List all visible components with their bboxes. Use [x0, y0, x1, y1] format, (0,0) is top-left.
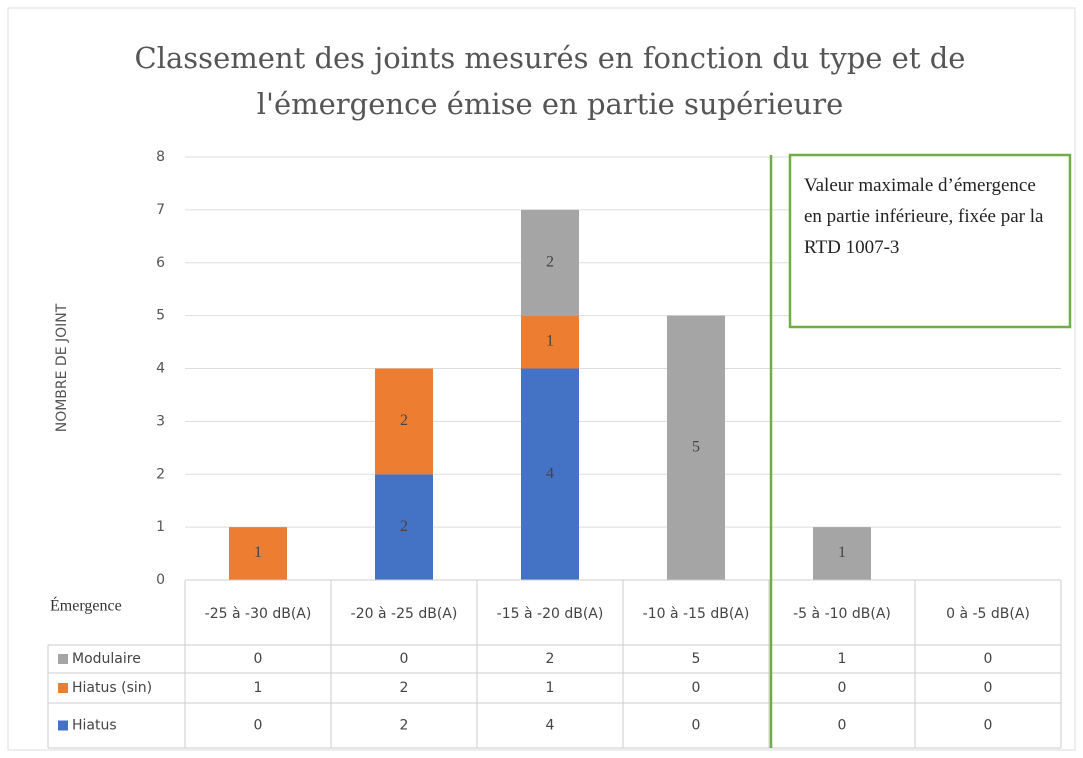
table-value: 1 — [838, 651, 847, 667]
table-value: 0 — [692, 680, 701, 696]
bar-segment — [521, 368, 579, 580]
y-tick-label: 2 — [156, 466, 165, 482]
y-tick-label: 5 — [156, 308, 165, 324]
y-tick-label: 4 — [156, 361, 165, 377]
annotation-box: Valeur maximale d’émergence en partie in… — [804, 175, 1044, 258]
x-tick-label-box: -15 à -20 dB(A) — [496, 606, 604, 622]
data-label: 2 — [546, 253, 554, 270]
bar-segment — [375, 368, 433, 475]
legend-label: Modulaire — [72, 651, 141, 667]
table-value: 0 — [838, 718, 847, 734]
table-header: Émergence — [50, 596, 122, 615]
legend-swatch — [58, 720, 68, 731]
bar-segment — [813, 527, 871, 580]
table-value: 1 — [546, 680, 555, 696]
table-value: 2 — [400, 680, 409, 696]
x-tick-label-box: -20 à -25 dB(A) — [350, 606, 458, 622]
x-tick-label-box: -25 à -30 dB(A) — [204, 606, 312, 622]
x-tick-label: -5 à -10 dB(A) — [793, 606, 891, 622]
annotation-frame — [788, 153, 1072, 329]
table-value: 0 — [838, 680, 847, 696]
legend-label: Hiatus (sin) — [72, 680, 152, 696]
bar-segment — [229, 527, 287, 580]
y-tick-label: 7 — [156, 202, 165, 218]
x-tick-label-box: -10 à -15 dB(A) — [642, 606, 750, 622]
x-tick-label-box: 0 à -5 dB(A) — [946, 606, 1030, 622]
x-tick-label-box: -5 à -10 dB(A) — [793, 606, 891, 622]
legend-label: Hiatus — [72, 718, 117, 734]
bar-segment — [375, 474, 433, 580]
x-tick-label: -25 à -30 dB(A) — [204, 606, 312, 622]
table-value: 0 — [984, 651, 993, 667]
y-tick-label: 3 — [156, 413, 165, 429]
table-value: 0 — [692, 718, 701, 734]
chart-title: Classement des joints mesurés en fonctio… — [134, 41, 966, 121]
data-label: 1 — [546, 333, 554, 350]
table-value: 0 — [254, 718, 263, 734]
legend-swatch — [58, 654, 68, 664]
y-tick-label: 8 — [156, 149, 165, 165]
data-label: 1 — [838, 544, 846, 561]
table-value: 2 — [546, 651, 555, 667]
table-value: 0 — [984, 680, 993, 696]
bar-segment — [521, 209, 579, 316]
table-value: 4 — [546, 718, 555, 734]
table-value: 5 — [692, 651, 701, 667]
bar-segment — [667, 315, 725, 580]
data-label: 2 — [400, 412, 408, 429]
x-tick-label: 0 à -5 dB(A) — [946, 606, 1030, 622]
y-tick-label: 0 — [156, 572, 165, 588]
table-value: 0 — [400, 651, 409, 667]
x-tick-label: -20 à -25 dB(A) — [350, 606, 458, 622]
y-tick-label: 1 — [156, 519, 165, 535]
x-tick-label: -15 à -20 dB(A) — [496, 606, 604, 622]
table-value: 0 — [254, 651, 263, 667]
data-label: 2 — [400, 518, 408, 535]
annotation: Valeur maximale d’émergence en partie in… — [804, 175, 1044, 258]
title-box: Classement des joints mesurés en fonctio… — [134, 41, 966, 121]
table-value: 1 — [254, 680, 263, 696]
y-axis-label: NOMBRE DE JOINT — [54, 303, 70, 432]
data-label: 5 — [692, 438, 700, 455]
data-label: 1 — [254, 544, 262, 561]
legend-swatch — [58, 683, 68, 693]
data-label: 4 — [546, 465, 554, 482]
table-value: 0 — [984, 718, 993, 734]
bar-segment — [521, 315, 579, 369]
table-value: 2 — [400, 718, 409, 734]
y-tick-label: 6 — [156, 255, 165, 271]
x-tick-label: -10 à -15 dB(A) — [642, 606, 750, 622]
